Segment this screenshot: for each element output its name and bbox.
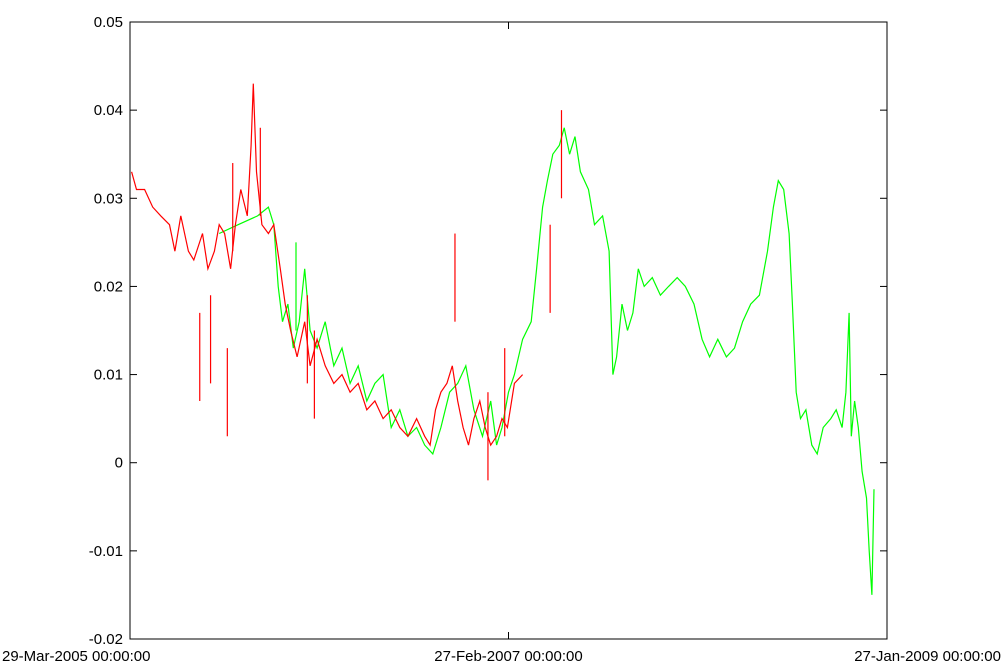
- plot-area: [129, 21, 888, 640]
- series-layer: [131, 83, 875, 595]
- y-tick-label: 0.04: [94, 102, 123, 119]
- y-tick-label: 0.02: [94, 278, 123, 295]
- x-tick-label: 27-Feb-2007 00:00:00: [434, 648, 582, 665]
- y-tick-label: 0.03: [94, 190, 123, 207]
- x-tick-label: 29-Mar-2005 00:00:00: [2, 648, 150, 665]
- y-tick-label: -0.01: [89, 543, 123, 560]
- y-tick-label: 0: [115, 455, 123, 472]
- y-tick-label: -0.02: [89, 631, 123, 648]
- x-tick-label: 27-Jan-2009 00:00:00: [854, 648, 1001, 665]
- y-axis: -0.02 -0.01 0 0.01 0.02 0.03 0.04 0.05: [89, 14, 887, 648]
- y-tick-label: 0.01: [94, 367, 123, 384]
- series-line-red: [131, 83, 524, 447]
- x-axis: 29-Mar-2005 00:00:00 27-Feb-2007 00:00:00…: [2, 22, 1001, 665]
- series-line-green: [218, 127, 875, 595]
- y-tick-label: 0.05: [94, 14, 123, 31]
